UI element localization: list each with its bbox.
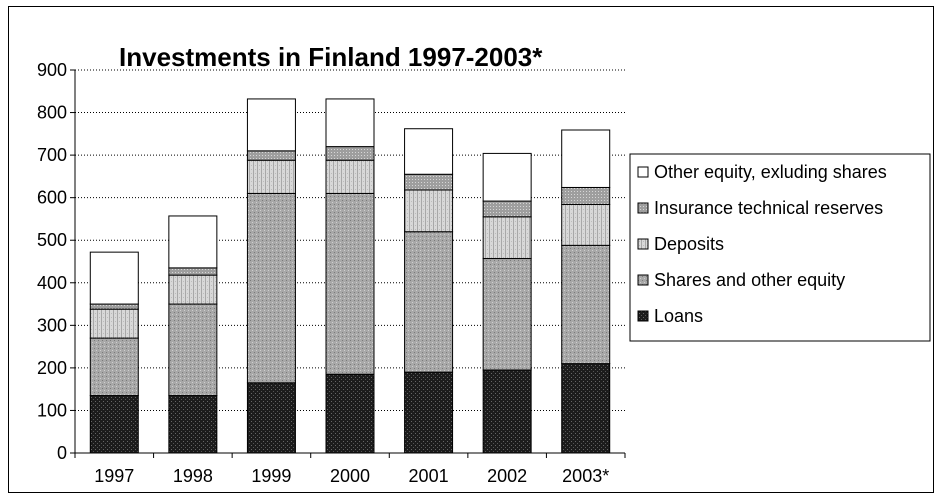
legend-box	[629, 153, 931, 342]
y-tick-label: 400	[37, 273, 67, 293]
legend-label: Loans	[654, 306, 703, 326]
bar-segment-insurance-technical-reserves	[404, 173, 454, 191]
bar-segment-deposits	[168, 274, 218, 305]
bar-segment-shares-and-other-equity	[404, 231, 454, 373]
y-tick-label: 0	[57, 443, 67, 463]
bar-segment-loans	[246, 382, 296, 454]
bar-segment-shares-and-other-equity	[325, 192, 375, 375]
x-tick-label: 2000	[330, 466, 370, 486]
legend-label: Insurance technical reserves	[654, 198, 883, 218]
bar-segment-other-equity-exluding-shares	[325, 98, 375, 148]
legend: Other equity, exluding shares Insurance t…	[629, 153, 931, 342]
legend-label: Deposits	[654, 234, 724, 254]
chart-svg: Investments in Finland 1997-2003* 0 100 20…	[37, 42, 931, 486]
bar-segment-deposits	[404, 189, 454, 233]
bar-segment-loans	[325, 373, 375, 454]
bar-segment-loans	[482, 369, 532, 454]
bar-segment-shares-and-other-equity	[561, 244, 611, 365]
bars	[89, 98, 611, 454]
y-axis-ticks: 0 100 200 300 400 500 600 700 800 900	[37, 60, 75, 463]
y-tick-label: 200	[37, 358, 67, 378]
y-tick-label: 900	[37, 60, 67, 80]
bar-segment-shares-and-other-equity	[246, 192, 296, 384]
axes	[74, 70, 625, 454]
bar-segment-other-equity-exluding-shares	[404, 128, 454, 175]
x-tick-label: 2002	[487, 466, 527, 486]
bar-segment-shares-and-other-equity	[482, 258, 532, 371]
bar-segment-deposits	[561, 203, 611, 246]
chart-frame: Investments in Finland 1997-2003* 0 100 20…	[8, 6, 934, 493]
y-tick-label: 300	[37, 315, 67, 335]
bar-segment-other-equity-exluding-shares	[89, 251, 139, 305]
x-tick-label: 2001	[409, 466, 449, 486]
x-tick-label: 1999	[251, 466, 291, 486]
bar-segment-insurance-technical-reserves	[482, 200, 532, 218]
bar-segment-insurance-technical-reserves	[168, 267, 218, 276]
bar-segment-loans	[404, 371, 454, 454]
bar-segment-other-equity-exluding-shares	[482, 152, 532, 202]
bar-segment-deposits	[246, 159, 296, 194]
bar-segment-loans	[89, 395, 139, 454]
x-tick-label: 2003*	[562, 466, 609, 486]
legend-label: Other equity, exluding shares	[654, 162, 887, 182]
bar-segment-loans	[168, 395, 218, 454]
bar-segment-other-equity-exluding-shares	[168, 215, 218, 269]
y-tick-label: 700	[37, 145, 67, 165]
y-tick-label: 800	[37, 103, 67, 123]
bar-segment-deposits	[89, 308, 139, 339]
legend-swatch	[637, 274, 649, 286]
x-tick-label: 1997	[94, 466, 134, 486]
bar-segment-insurance-technical-reserves	[325, 146, 375, 161]
chart-title: Investments in Finland 1997-2003*	[119, 42, 543, 72]
legend-swatch	[637, 238, 649, 250]
bar-segment-insurance-technical-reserves	[89, 303, 139, 310]
bar-segment-deposits	[325, 159, 375, 194]
bar-segment-other-equity-exluding-shares	[246, 98, 296, 152]
y-tick-label: 100	[37, 400, 67, 420]
bar-segment-insurance-technical-reserves	[246, 150, 296, 161]
legend-label: Shares and other equity	[654, 270, 845, 290]
bar-segment-other-equity-exluding-shares	[561, 129, 611, 188]
legend-swatch	[637, 310, 649, 322]
bar-segment-loans	[561, 363, 611, 454]
y-tick-label: 600	[37, 188, 67, 208]
x-tick-label: 1998	[173, 466, 213, 486]
legend-swatch	[637, 202, 649, 214]
bar-segment-shares-and-other-equity	[168, 303, 218, 397]
legend-swatch	[637, 166, 649, 178]
bar-segment-shares-and-other-equity	[89, 337, 139, 397]
bar-segment-insurance-technical-reserves	[561, 186, 611, 205]
x-axis-ticks: 1997 1998 1999 2000 2001 2002 2003*	[74, 453, 626, 486]
y-tick-label: 500	[37, 230, 67, 250]
bar-segment-deposits	[482, 216, 532, 260]
